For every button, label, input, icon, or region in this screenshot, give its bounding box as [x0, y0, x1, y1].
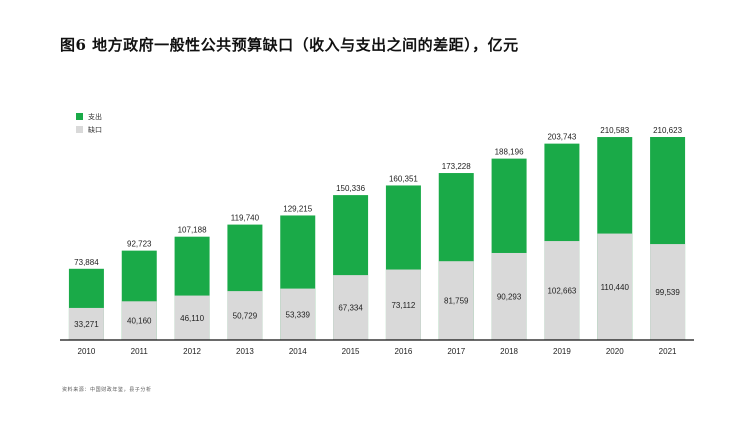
- data-label-expenditure: 160,351: [389, 174, 418, 183]
- x-tick-label: 2011: [131, 347, 149, 356]
- data-label-gap: 81,759: [444, 297, 469, 306]
- legend-swatch-expenditure: [76, 113, 83, 120]
- x-tick-label: 2016: [395, 347, 413, 356]
- data-label-gap: 90,293: [497, 292, 522, 301]
- data-label-gap: 99,539: [655, 288, 680, 297]
- chart-title: 图6 地方政府一般性公共预算缺口（收入与支出之间的差距），亿元: [60, 36, 519, 54]
- data-label-gap: 110,440: [601, 283, 630, 292]
- x-tick-label: 2013: [236, 347, 254, 356]
- bar-gap: [544, 241, 580, 340]
- data-label-expenditure: 107,188: [178, 226, 207, 235]
- legend-swatch-gap: [76, 126, 83, 133]
- x-tick-label: 2015: [342, 347, 360, 356]
- x-tick-label: 2012: [183, 347, 201, 356]
- data-label-expenditure: 73,884: [74, 258, 99, 267]
- bar-gap: [174, 295, 210, 340]
- data-label-expenditure: 119,740: [231, 214, 260, 223]
- x-tick-label: 2018: [500, 347, 518, 356]
- x-tick-label: 2019: [553, 347, 571, 356]
- x-tick-label: 2020: [606, 347, 624, 356]
- legend-label-gap: 缺口: [88, 125, 102, 134]
- data-label-expenditure: 188,196: [495, 148, 524, 157]
- data-label-expenditure: 173,228: [442, 162, 471, 171]
- x-tick-label: 2010: [78, 347, 96, 356]
- bar-gap: [121, 301, 157, 340]
- data-label-gap: 67,334: [338, 304, 363, 313]
- data-label-gap: 46,110: [180, 314, 204, 323]
- data-label-expenditure: 150,336: [336, 184, 365, 193]
- data-label-gap: 50,729: [233, 312, 258, 321]
- legend-item-expenditure: 支出: [76, 110, 102, 123]
- data-label-gap: 53,339: [286, 310, 311, 319]
- source-note: 资料来源：中国财政年鉴，县子分析: [62, 387, 152, 393]
- data-label-expenditure: 210,583: [600, 126, 629, 135]
- bar-gap: [68, 307, 104, 340]
- data-label-expenditure: 92,723: [127, 240, 152, 249]
- x-tick-label: 2021: [659, 347, 677, 356]
- bar-gap: [438, 261, 474, 340]
- legend-label-expenditure: 支出: [88, 112, 102, 121]
- data-label-expenditure: 129,215: [283, 204, 312, 213]
- bar-gap: [227, 291, 263, 340]
- bar-gap: [333, 275, 369, 340]
- data-label-expenditure: 210,623: [653, 126, 682, 135]
- data-label-expenditure: 203,743: [547, 133, 576, 142]
- legend-item-gap: 缺口: [76, 123, 102, 136]
- bar-gap: [385, 269, 421, 340]
- bar-gap: [650, 244, 686, 340]
- bar-gap: [280, 288, 316, 340]
- x-tick-label: 2014: [289, 347, 307, 356]
- data-label-gap: 33,271: [74, 320, 99, 329]
- bar-gap: [491, 252, 527, 340]
- bar-gap: [597, 233, 633, 340]
- x-tick-label: 2017: [447, 347, 465, 356]
- data-label-gap: 102,663: [547, 287, 576, 296]
- legend: 支出 缺口: [76, 110, 102, 136]
- data-label-gap: 40,160: [127, 317, 152, 326]
- data-label-gap: 73,112: [391, 301, 415, 310]
